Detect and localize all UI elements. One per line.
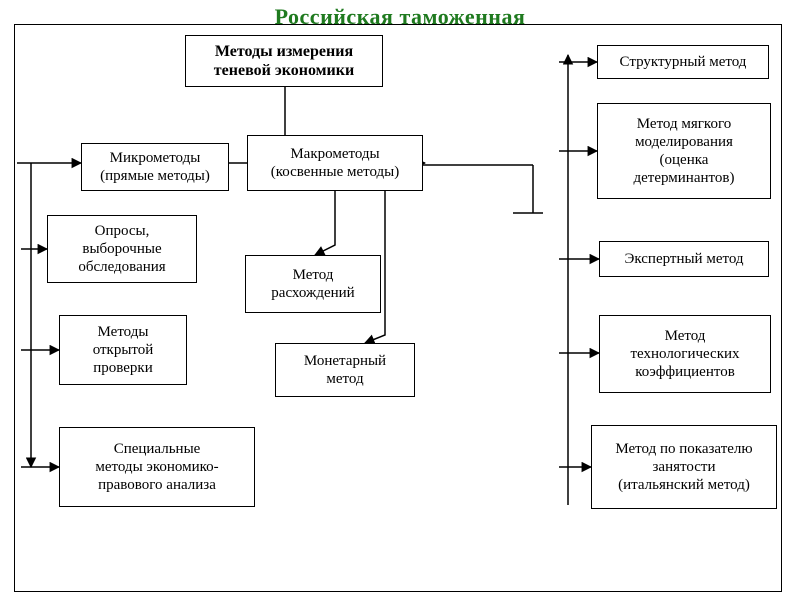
edge-2 [315, 191, 335, 255]
node-open_check: Методыоткрытойпроверки [59, 315, 187, 385]
diagram-frame: Методы измерениятеневой экономики Микроме… [14, 24, 782, 592]
node-special: Специальныеметоды экономико-правового ан… [59, 427, 255, 507]
node-macro: Макрометоды(косвенные методы) [247, 135, 423, 191]
node-expert: Экспертный метод [599, 241, 769, 277]
node-monetary: Монетарныйметод [275, 343, 415, 397]
node-root: Методы измерениятеневой экономики [185, 35, 383, 87]
node-struct: Структурный метод [597, 45, 769, 79]
node-micro: Микрометоды(прямые методы) [81, 143, 229, 191]
node-employment: Метод по показателюзанятости(итальянский… [591, 425, 777, 509]
node-discrep: Методрасхождений [245, 255, 381, 313]
node-soft_model: Метод мягкогомоделирования(оценкадетерми… [597, 103, 771, 199]
node-surveys: Опросы,выборочныеобследования [47, 215, 197, 283]
node-tech_coef: Методтехнологическихкоэффициентов [599, 315, 771, 393]
